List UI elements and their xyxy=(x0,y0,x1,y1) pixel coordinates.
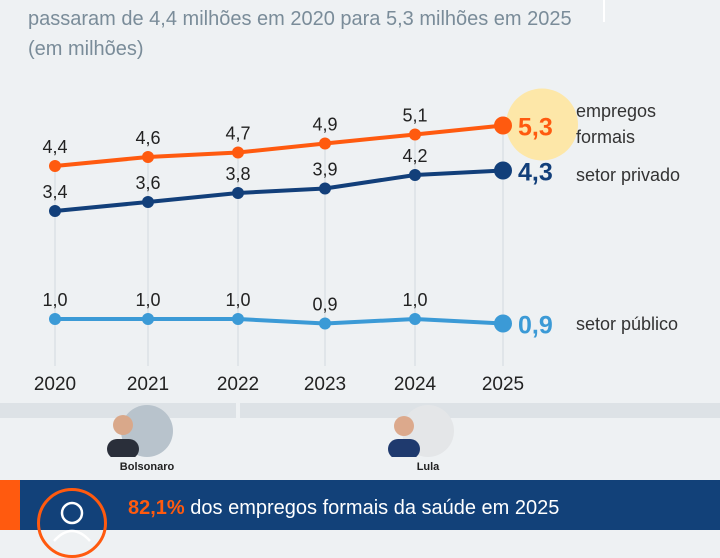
bolsonaro-photo xyxy=(107,405,173,457)
data-label: 4,9 xyxy=(312,115,337,135)
data-label: 3,9 xyxy=(312,160,337,180)
series-line xyxy=(55,317,504,326)
x-tick-label: 2020 xyxy=(34,374,76,395)
x-tick-label: 2023 xyxy=(304,374,346,395)
footer-highlight: 82,1% xyxy=(128,497,185,519)
line-chart: 2020 2021 2022 2023 2024 2025 4,4 4,6 4,7 4,9 5,1 5… xyxy=(34,88,680,395)
person-icon xyxy=(37,488,107,558)
footer-body: dos empregos formais da saúde em 2025 xyxy=(184,497,560,519)
data-point xyxy=(409,169,421,181)
term-band-lula xyxy=(240,403,720,418)
president-name: Lula xyxy=(416,461,440,473)
data-point xyxy=(49,160,61,172)
data-point xyxy=(494,161,512,180)
data-label: 0,9 xyxy=(312,295,337,315)
legend-label: setor público xyxy=(576,314,678,334)
data-point xyxy=(319,317,331,330)
legend-label: formais xyxy=(576,127,635,147)
data-point xyxy=(494,314,512,333)
data-label: 4,6 xyxy=(135,128,160,148)
data-label: 4,3 xyxy=(518,159,553,187)
data-label: 1,0 xyxy=(42,290,67,310)
data-point xyxy=(409,313,421,325)
data-label: 4,7 xyxy=(225,124,250,144)
data-point xyxy=(232,313,244,325)
data-point xyxy=(232,146,244,159)
chart-subtitle: passaram de 4,4 milhões em 2020 para 5,3… xyxy=(28,8,572,60)
footer-text: 82,1% dos empregos formais da saúde em 2… xyxy=(128,497,559,520)
x-tick-label: 2025 xyxy=(482,374,524,395)
footer-banner: 82,1% dos empregos formais da saúde em 2… xyxy=(0,480,720,558)
data-label: 5,1 xyxy=(402,106,427,126)
divider xyxy=(603,0,605,22)
lula-photo xyxy=(388,405,454,457)
president-lula: Lula xyxy=(378,405,478,473)
president-name: Bolsonaro xyxy=(119,461,175,473)
data-point xyxy=(319,137,331,150)
data-label: 3,8 xyxy=(225,164,250,184)
x-tick-label: 2021 xyxy=(127,374,169,395)
data-label: 0,9 xyxy=(518,312,553,340)
legend-label: empregos xyxy=(576,101,656,121)
series-line xyxy=(54,168,504,213)
x-tick-label: 2024 xyxy=(394,374,437,395)
data-label: 1,0 xyxy=(225,290,250,310)
data-point xyxy=(49,313,61,325)
data-label: 4,2 xyxy=(402,146,427,166)
highlight-circle xyxy=(506,88,578,161)
series-line xyxy=(54,123,504,168)
data-label: 1,0 xyxy=(402,290,427,310)
data-point xyxy=(142,196,154,208)
president-bolsonaro: Bolsonaro xyxy=(97,405,197,473)
data-point xyxy=(142,313,154,325)
data-point xyxy=(409,128,421,141)
accent-strip xyxy=(0,480,20,530)
data-label: 4,4 xyxy=(42,137,67,157)
data-label: 1,0 xyxy=(135,290,160,310)
data-label: 3,6 xyxy=(135,173,160,193)
legend-label: setor privado xyxy=(576,165,680,185)
data-point xyxy=(142,151,154,163)
data-point xyxy=(319,182,331,195)
data-point xyxy=(49,205,61,217)
data-point xyxy=(494,116,512,135)
term-band-bolsonaro xyxy=(0,403,236,418)
data-label: 5,3 xyxy=(518,114,553,142)
x-tick-label: 2022 xyxy=(217,374,259,395)
data-point xyxy=(232,187,244,199)
data-label: 3,4 xyxy=(42,182,67,202)
